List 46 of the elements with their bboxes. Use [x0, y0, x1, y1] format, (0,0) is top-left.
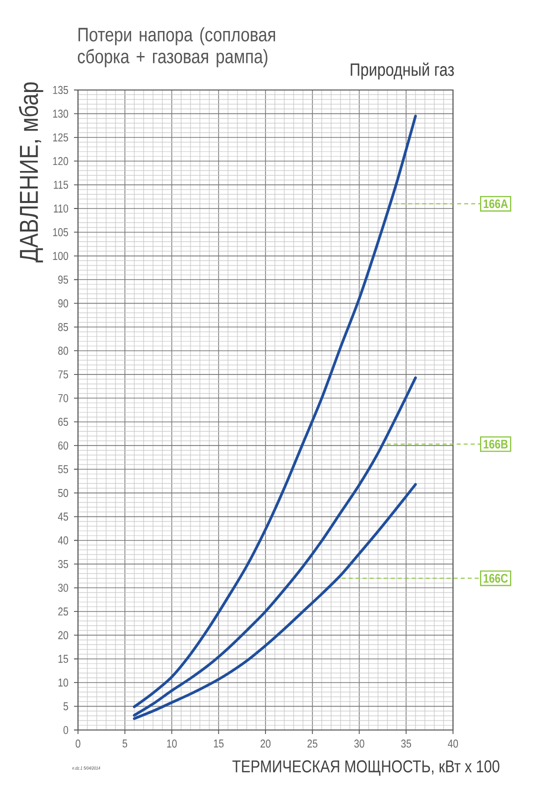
y-tick-label: 85: [58, 322, 68, 332]
y-tick-label: 105: [53, 228, 68, 236]
y-tick-label: 50: [58, 488, 68, 498]
y-tick-label: 115: [54, 180, 68, 189]
y-tick-label: 20: [58, 631, 68, 640]
x-tick-label: 30: [354, 740, 364, 748]
y-tick-label: 100: [53, 252, 68, 260]
x-tick-label: 10: [167, 740, 177, 748]
x-axis-title: ТЕРМИЧЕСКАЯ МОЩНОСТЬ, кВт x 100: [232, 760, 500, 776]
chart-subtitle: Природный газ: [350, 62, 454, 80]
y-tick-label: 25: [58, 607, 68, 616]
y-tick-label: 0: [64, 726, 68, 734]
annotation: 166A: [484, 199, 508, 208]
line-series: [132, 376, 417, 717]
x-tick-label: 25: [308, 740, 318, 748]
chart-title: Потери напора (сопловая сборка + газовая рампа): [78, 27, 276, 68]
x-tick-label: 35: [401, 740, 412, 748]
y-tick-label: 10: [58, 678, 68, 687]
y-tick-label: 120: [53, 157, 68, 166]
y-tick-label: 80: [58, 346, 68, 355]
y-tick-label: 90: [58, 299, 68, 308]
y-axis-title: ДАВЛЕНИЕ, мбар: [18, 82, 44, 262]
line-series: [132, 114, 417, 708]
x-tick-label: 15: [214, 740, 224, 748]
x-tick-label: 5: [122, 740, 128, 748]
y-tick-label: 65: [58, 418, 68, 426]
annotation: 166C: [484, 574, 508, 583]
y-tick-label: 60: [58, 441, 68, 450]
y-tick-label: 125: [53, 133, 68, 142]
y-tick-label: 5: [64, 702, 68, 710]
y-tick-label: 30: [58, 584, 68, 592]
y-tick-label: 55: [58, 465, 68, 474]
annotation: 166B: [484, 440, 508, 449]
y-tick-label: 130: [53, 110, 68, 118]
y-tick-label: 35: [58, 560, 68, 568]
x-tick-label: 40: [448, 740, 458, 748]
x-tick-label: 20: [260, 740, 270, 748]
y-tick-label: 70: [58, 394, 68, 402]
y-tick-label: 75: [58, 370, 68, 378]
y-tick-label: 95: [58, 276, 68, 284]
y-tick-label: 135: [53, 86, 68, 94]
y-tick-label: 40: [58, 536, 68, 544]
y-tick-label: 15: [58, 654, 68, 663]
y-tick-label: 110: [54, 204, 68, 213]
x-tick-label: 0: [76, 740, 80, 748]
y-tick-label: 45: [58, 512, 68, 521]
